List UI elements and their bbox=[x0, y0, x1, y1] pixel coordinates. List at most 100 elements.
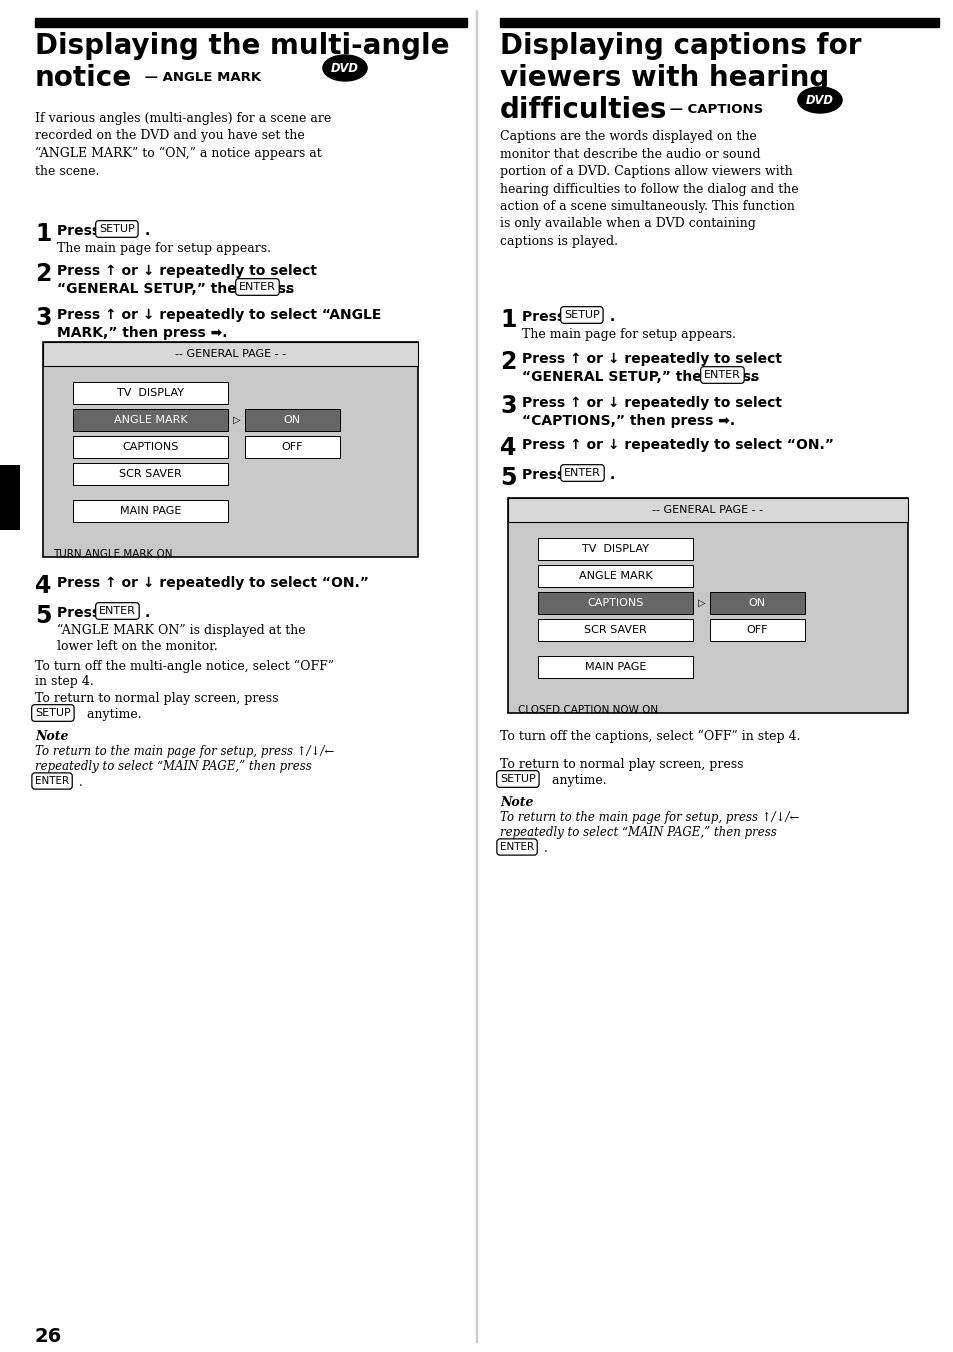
Bar bbox=[73, 500, 228, 522]
Text: To return to normal play screen, press: To return to normal play screen, press bbox=[499, 758, 742, 771]
Text: lower left on the monitor.: lower left on the monitor. bbox=[57, 639, 217, 653]
Text: OFF: OFF bbox=[745, 625, 767, 635]
Text: ON: ON bbox=[283, 415, 300, 425]
Text: SCR SAVER: SCR SAVER bbox=[583, 625, 646, 635]
Text: DVD: DVD bbox=[331, 61, 358, 74]
Bar bbox=[73, 410, 228, 431]
Bar bbox=[0, 465, 20, 530]
Text: To return to the main page for setup, press ↑/↓/←: To return to the main page for setup, pr… bbox=[499, 811, 799, 823]
Text: Press ↑ or ↓ repeatedly to select “ON.”: Press ↑ or ↓ repeatedly to select “ON.” bbox=[521, 438, 833, 452]
Text: DVD: DVD bbox=[805, 93, 833, 107]
Text: The main page for setup appears.: The main page for setup appears. bbox=[57, 242, 271, 256]
Text: ANGLE MARK: ANGLE MARK bbox=[578, 571, 652, 581]
Text: 3: 3 bbox=[35, 306, 51, 330]
Bar bbox=[507, 498, 907, 713]
Text: “GENERAL SETUP,” then press: “GENERAL SETUP,” then press bbox=[57, 283, 299, 296]
Text: To turn off the captions, select “OFF” in step 4.: To turn off the captions, select “OFF” i… bbox=[499, 730, 800, 744]
Text: Displaying the multi-angle: Displaying the multi-angle bbox=[35, 32, 449, 59]
Text: — ANGLE MARK: — ANGLE MARK bbox=[140, 72, 261, 84]
Text: The main page for setup appears.: The main page for setup appears. bbox=[521, 329, 735, 341]
Text: .: . bbox=[543, 842, 547, 854]
Text: .: . bbox=[145, 224, 150, 238]
Text: anytime.: anytime. bbox=[547, 773, 606, 787]
Text: repeatedly to select “MAIN PAGE,” then press: repeatedly to select “MAIN PAGE,” then p… bbox=[35, 760, 312, 773]
Bar bbox=[73, 435, 228, 458]
Bar bbox=[537, 565, 692, 587]
Text: -- GENERAL PAGE - -: -- GENERAL PAGE - - bbox=[174, 349, 286, 360]
Text: .: . bbox=[145, 606, 150, 621]
Bar bbox=[709, 592, 804, 614]
Text: ENTER: ENTER bbox=[499, 842, 534, 852]
Text: 5: 5 bbox=[499, 466, 516, 489]
Text: Press ↑ or ↓ repeatedly to select “ANGLE: Press ↑ or ↓ repeatedly to select “ANGLE bbox=[57, 308, 381, 322]
Text: ENTER: ENTER bbox=[239, 283, 275, 292]
Text: Press: Press bbox=[521, 468, 569, 483]
Text: To return to the main page for setup, press ↑/↓/←: To return to the main page for setup, pr… bbox=[35, 745, 334, 758]
Text: 2: 2 bbox=[35, 262, 51, 287]
Text: 2: 2 bbox=[499, 350, 516, 375]
Text: 1: 1 bbox=[499, 308, 516, 333]
Text: Captions are the words displayed on the
monitor that describe the audio or sound: Captions are the words displayed on the … bbox=[499, 130, 798, 247]
Text: MAIN PAGE: MAIN PAGE bbox=[120, 506, 181, 516]
Text: .: . bbox=[749, 370, 755, 384]
Text: difficulties: difficulties bbox=[499, 96, 667, 124]
Text: SETUP: SETUP bbox=[499, 773, 536, 784]
Text: .: . bbox=[609, 310, 615, 324]
Text: .: . bbox=[285, 283, 290, 296]
Text: “CAPTIONS,” then press ➡.: “CAPTIONS,” then press ➡. bbox=[521, 414, 735, 429]
Text: SETUP: SETUP bbox=[35, 708, 71, 718]
Text: ENTER: ENTER bbox=[703, 370, 740, 380]
Text: anytime.: anytime. bbox=[83, 708, 141, 721]
Text: ON: ON bbox=[748, 598, 764, 608]
Text: Displaying captions for: Displaying captions for bbox=[499, 32, 861, 59]
Text: CAPTIONS: CAPTIONS bbox=[587, 598, 643, 608]
Bar bbox=[537, 619, 692, 641]
Text: Press: Press bbox=[57, 224, 105, 238]
Text: — CAPTIONS: — CAPTIONS bbox=[664, 103, 762, 116]
Bar bbox=[73, 462, 228, 485]
Text: ENTER: ENTER bbox=[563, 468, 600, 479]
Bar bbox=[245, 410, 339, 431]
Text: Press ↑ or ↓ repeatedly to select: Press ↑ or ↓ repeatedly to select bbox=[521, 396, 781, 410]
Text: Press ↑ or ↓ repeatedly to select “ON.”: Press ↑ or ↓ repeatedly to select “ON.” bbox=[57, 576, 369, 589]
Text: viewers with hearing: viewers with hearing bbox=[499, 64, 828, 92]
Bar bbox=[43, 342, 417, 366]
Text: Press ↑ or ↓ repeatedly to select: Press ↑ or ↓ repeatedly to select bbox=[521, 352, 781, 366]
Text: 3: 3 bbox=[499, 393, 516, 418]
Text: CLOSED CAPTION NOW ON: CLOSED CAPTION NOW ON bbox=[517, 704, 658, 715]
Text: To return to normal play screen, press: To return to normal play screen, press bbox=[35, 692, 278, 704]
Text: Press: Press bbox=[521, 310, 569, 324]
Text: MAIN PAGE: MAIN PAGE bbox=[584, 662, 645, 672]
Text: in step 4.: in step 4. bbox=[35, 675, 93, 688]
Text: TURN ANGLE MARK ON: TURN ANGLE MARK ON bbox=[53, 549, 172, 558]
Text: 1: 1 bbox=[35, 222, 51, 246]
Text: If various angles (multi-angles) for a scene are
recorded on the DVD and you hav: If various angles (multi-angles) for a s… bbox=[35, 112, 331, 178]
Text: 4: 4 bbox=[35, 575, 51, 598]
Text: .: . bbox=[79, 776, 83, 790]
Text: MARK,” then press ➡.: MARK,” then press ➡. bbox=[57, 326, 227, 339]
Text: SETUP: SETUP bbox=[99, 224, 134, 234]
Bar bbox=[507, 498, 907, 522]
Text: ▷: ▷ bbox=[233, 415, 240, 425]
Text: 5: 5 bbox=[35, 604, 51, 627]
Bar bbox=[537, 592, 692, 614]
Text: Press: Press bbox=[57, 606, 105, 621]
Text: Note: Note bbox=[35, 730, 69, 744]
Text: SETUP: SETUP bbox=[563, 310, 599, 320]
Bar bbox=[709, 619, 804, 641]
Text: 4: 4 bbox=[499, 435, 516, 460]
Text: notice: notice bbox=[35, 64, 132, 92]
Bar bbox=[35, 18, 467, 27]
Bar bbox=[537, 656, 692, 677]
Text: repeatedly to select “MAIN PAGE,” then press: repeatedly to select “MAIN PAGE,” then p… bbox=[499, 826, 776, 840]
Bar bbox=[43, 342, 417, 557]
Text: OFF: OFF bbox=[281, 442, 302, 452]
Ellipse shape bbox=[797, 87, 841, 114]
Text: Press ↑ or ↓ repeatedly to select: Press ↑ or ↓ repeatedly to select bbox=[57, 264, 316, 279]
Bar bbox=[537, 538, 692, 560]
Text: ANGLE MARK: ANGLE MARK bbox=[113, 415, 187, 425]
Text: “GENERAL SETUP,” then press: “GENERAL SETUP,” then press bbox=[521, 370, 763, 384]
Text: ▷: ▷ bbox=[698, 598, 705, 608]
Text: ENTER: ENTER bbox=[35, 776, 69, 786]
Bar bbox=[245, 435, 339, 458]
